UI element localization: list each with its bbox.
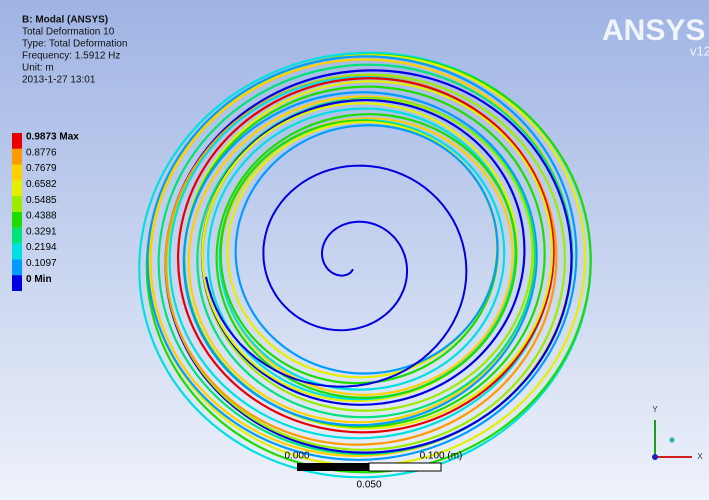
triad-y-label: Y [652, 405, 658, 414]
header-line: Frequency: 1.5912 Hz [22, 51, 120, 62]
logo-brand: ANSYS [602, 14, 705, 47]
scale-bar-black [297, 463, 369, 471]
legend-label: 0.8776 [26, 147, 57, 158]
legend-label: 0.3291 [26, 226, 57, 237]
triad-point [670, 438, 675, 443]
legend-swatch [12, 180, 22, 196]
legend-swatch [12, 165, 22, 181]
legend-swatch [12, 244, 22, 260]
legend-swatch [12, 149, 22, 165]
legend-label: 0.6582 [26, 179, 57, 190]
scale-end: 0.100 (m) [420, 451, 463, 462]
scale-start: 0.000 [284, 451, 309, 462]
legend-label: 0.1097 [26, 258, 57, 269]
triad-z-axis [652, 454, 658, 460]
legend-label: 0.7679 [26, 163, 57, 174]
scale-bar-white [369, 463, 441, 471]
graphics-window: B: Modal (ANSYS) Total Deformation 10 Ty… [0, 0, 709, 500]
triad-x-label: X [697, 452, 703, 461]
viewport: B: Modal (ANSYS) Total Deformation 10 Ty… [0, 0, 709, 500]
legend-label: 0 Min [26, 274, 52, 285]
legend-label: 0.9873 Max [26, 132, 79, 143]
header-line: Total Deformation 10 [22, 27, 115, 38]
legend-swatch [12, 212, 22, 228]
legend-swatch [12, 275, 22, 291]
legend-swatch [12, 259, 22, 275]
legend-swatch [12, 133, 22, 149]
header-line: Type: Total Deformation [22, 39, 127, 50]
scale-middle: 0.050 [356, 480, 381, 491]
logo-version: v12 [690, 43, 709, 58]
header-line: Unit: m [22, 63, 54, 74]
legend-label: 0.4388 [26, 211, 57, 222]
legend-label: 0.2194 [26, 242, 57, 253]
legend-swatch [12, 196, 22, 212]
legend-swatch [12, 228, 22, 244]
header-line: B: Modal (ANSYS) [22, 15, 108, 26]
header-line: 2013-1-27 13:01 [22, 75, 96, 86]
legend-label: 0.5485 [26, 195, 57, 206]
